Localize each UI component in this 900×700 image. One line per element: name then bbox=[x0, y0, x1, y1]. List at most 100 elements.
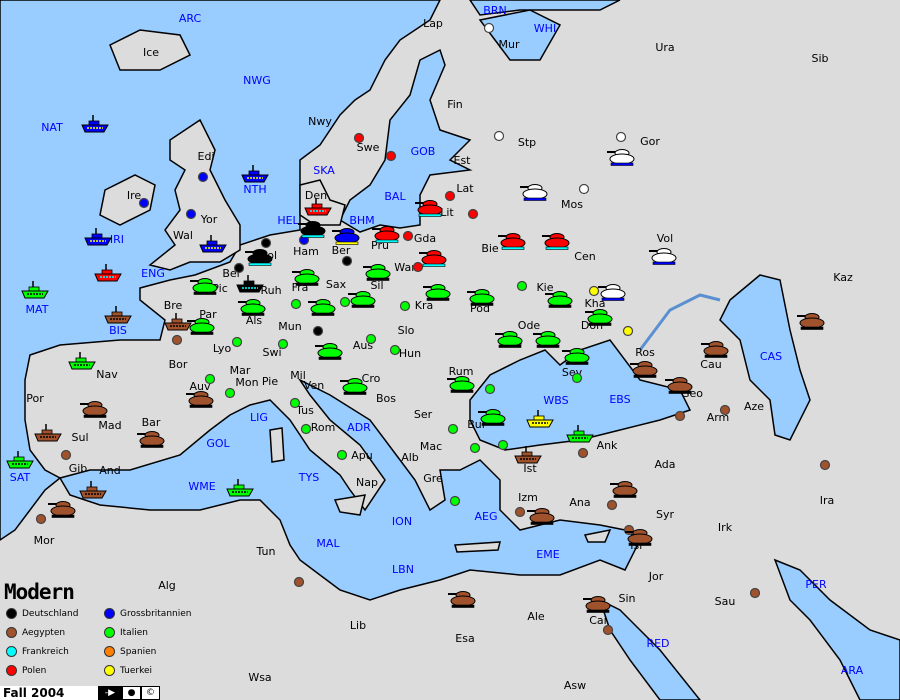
fleet-unit-grossbritannien[interactable] bbox=[199, 235, 227, 253]
territory-label[interactable]: Asw bbox=[564, 679, 586, 692]
territory-label[interactable]: Gor bbox=[640, 135, 660, 148]
army-unit-italien[interactable] bbox=[562, 348, 590, 365]
supply-center-deutschland[interactable] bbox=[312, 325, 324, 337]
territory-label[interactable]: Kie bbox=[536, 281, 553, 294]
territory-label[interactable]: Wal bbox=[173, 229, 193, 242]
sea-label[interactable]: RED bbox=[646, 637, 669, 650]
army-unit-italien[interactable] bbox=[238, 299, 266, 316]
supply-center-italien[interactable] bbox=[224, 387, 236, 399]
territory-label[interactable]: Gib bbox=[69, 462, 88, 475]
territory-label[interactable]: Sax bbox=[326, 278, 347, 291]
territory-label[interactable]: Jor bbox=[648, 570, 664, 583]
territory-label[interactable]: Ruh bbox=[260, 284, 281, 297]
territory-label[interactable]: Sin bbox=[618, 592, 635, 605]
territory-label[interactable]: Ira bbox=[820, 494, 835, 507]
territory-label[interactable]: Kaz bbox=[833, 271, 853, 284]
territory-label[interactable]: Rom bbox=[311, 421, 336, 434]
army-unit-italien[interactable] bbox=[495, 331, 523, 348]
sea-label[interactable]: EBS bbox=[609, 393, 630, 406]
army-unit-polen[interactable] bbox=[419, 250, 447, 267]
territory-label[interactable]: Mun bbox=[278, 320, 301, 333]
army-unit-italien[interactable] bbox=[478, 409, 506, 426]
army-unit-polen[interactable] bbox=[498, 233, 526, 250]
fleet-unit-italien[interactable] bbox=[21, 281, 49, 299]
territory-label[interactable]: Cau bbox=[700, 358, 721, 371]
army-unit-aegypten[interactable] bbox=[48, 501, 76, 518]
army-unit-italien[interactable] bbox=[187, 318, 215, 335]
territory-label[interactable]: Sau bbox=[715, 595, 736, 608]
territory-label[interactable]: Ist bbox=[523, 462, 537, 475]
army-unit-aegypten[interactable] bbox=[448, 591, 476, 608]
supply-center-aegypten[interactable] bbox=[35, 513, 47, 525]
army-unit-italien[interactable] bbox=[340, 378, 368, 395]
sea-label[interactable]: WME bbox=[188, 480, 215, 493]
sea-label[interactable]: HEL bbox=[277, 214, 299, 227]
supply-center-aegypten[interactable] bbox=[606, 499, 618, 511]
supply-center-italien[interactable] bbox=[204, 373, 216, 385]
territory-label[interactable]: Mur bbox=[499, 38, 520, 51]
fleet-unit-grossbritannien[interactable] bbox=[84, 228, 112, 246]
territory-label[interactable]: Por bbox=[26, 392, 44, 405]
territory-label[interactable]: Ada bbox=[654, 458, 675, 471]
sea-white-sea[interactable] bbox=[478, 9, 562, 61]
territory-label[interactable]: Cro bbox=[362, 372, 381, 385]
fleet-unit-aegypten[interactable] bbox=[104, 306, 132, 324]
supply-center-italien[interactable] bbox=[571, 372, 583, 384]
army-unit-italien[interactable] bbox=[467, 289, 495, 306]
territory-label[interactable]: Nap bbox=[356, 476, 378, 489]
territory-label[interactable]: Ros bbox=[635, 346, 655, 359]
sea-label[interactable]: ADR bbox=[347, 421, 371, 434]
sea-label[interactable]: ION bbox=[392, 515, 412, 528]
territory-label[interactable]: Ice bbox=[143, 46, 159, 59]
sea-label[interactable]: IRI bbox=[110, 233, 124, 246]
supply-center-italien[interactable] bbox=[484, 383, 496, 395]
sea-label[interactable]: SAT bbox=[10, 471, 31, 484]
army-unit-aegypten[interactable] bbox=[665, 377, 693, 394]
supply-center-polen[interactable] bbox=[402, 230, 414, 242]
territory-label[interactable]: Syr bbox=[656, 508, 674, 521]
sea-label[interactable]: PER bbox=[805, 578, 827, 591]
supply-center-aegypten[interactable] bbox=[819, 459, 831, 471]
territory-label[interactable]: Lib bbox=[350, 619, 366, 632]
territory-label[interactable]: Ura bbox=[655, 41, 674, 54]
supply-center-tuerkei[interactable] bbox=[588, 285, 600, 297]
territory-label[interactable]: Ode bbox=[518, 319, 541, 332]
army-unit-aegypten[interactable] bbox=[630, 361, 658, 378]
sea-label[interactable]: EME bbox=[536, 548, 559, 561]
territory-label[interactable]: Ire bbox=[127, 189, 142, 202]
sea-label[interactable]: CAS bbox=[760, 350, 782, 363]
fleet-unit-italien[interactable] bbox=[566, 425, 594, 443]
territory-label[interactable]: Tus bbox=[295, 404, 314, 417]
territory-label[interactable]: Kra bbox=[415, 299, 433, 312]
territory-label[interactable]: Sib bbox=[811, 52, 828, 65]
army-unit-aegypten[interactable] bbox=[80, 401, 108, 418]
territory-label[interactable]: Den bbox=[305, 189, 327, 202]
territory-label[interactable]: Ber bbox=[332, 244, 351, 257]
territory-label[interactable]: Mil bbox=[290, 369, 306, 382]
supply-center-white[interactable] bbox=[493, 130, 505, 142]
army-unit-italien[interactable] bbox=[315, 343, 343, 360]
sea-label[interactable]: BAL bbox=[384, 190, 406, 203]
territory-label[interactable]: Par bbox=[199, 308, 217, 321]
territory-label[interactable]: Esa bbox=[455, 632, 474, 645]
territory-label[interactable]: Mad bbox=[98, 419, 121, 432]
sea-barents[interactable] bbox=[469, 0, 621, 16]
sea-label[interactable]: NAT bbox=[41, 121, 63, 134]
territory-label[interactable]: Hun bbox=[399, 347, 421, 360]
sea-label[interactable]: NTH bbox=[243, 183, 266, 196]
fleet-unit-aegypten[interactable] bbox=[164, 313, 192, 331]
island-iceland[interactable] bbox=[109, 29, 192, 71]
territory-label[interactable]: Rum bbox=[449, 365, 474, 378]
sea-atlantic[interactable] bbox=[0, 0, 441, 541]
sea-label[interactable]: BHM bbox=[349, 214, 374, 227]
supply-center-italien[interactable] bbox=[277, 338, 289, 350]
territory-label[interactable]: Bie bbox=[481, 242, 499, 255]
island-sicily[interactable] bbox=[333, 494, 367, 516]
sea-label[interactable]: TYS bbox=[298, 471, 319, 484]
territory-label[interactable]: Auv bbox=[189, 380, 210, 393]
sea-label[interactable]: ARC bbox=[179, 12, 202, 25]
territory-label[interactable]: Mos bbox=[561, 198, 583, 211]
territory-label[interactable]: Tun bbox=[256, 545, 276, 558]
supply-center-aegypten[interactable] bbox=[674, 410, 686, 422]
